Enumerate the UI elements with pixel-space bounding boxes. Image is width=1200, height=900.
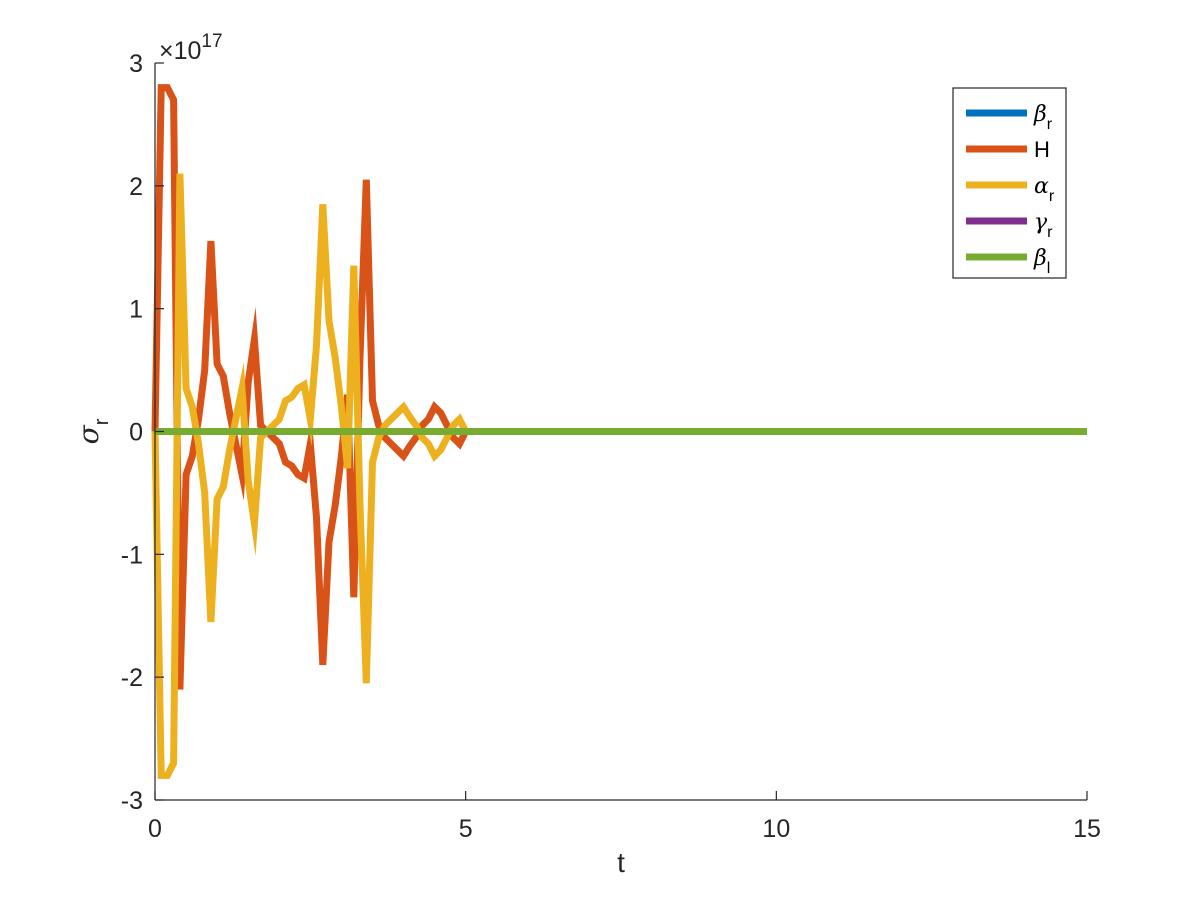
legend-label: γr	[1034, 210, 1053, 241]
plot-lines	[151, 84, 1087, 779]
x-tick-label: 5	[459, 815, 473, 843]
legend-label: H	[1034, 137, 1050, 162]
legend-label: αr	[1034, 174, 1055, 205]
ticks: 0 5 10 15 -3 -2 -1 0 1 2 3	[121, 50, 1101, 843]
y-tick-label: -2	[121, 664, 143, 692]
legend-label: βl	[1033, 246, 1050, 277]
legend[interactable]: βr Hαr γr βl	[952, 87, 1067, 279]
x-tick-label: 0	[148, 815, 162, 843]
x-tick-label: 15	[1073, 815, 1101, 843]
series-line-1	[151, 84, 469, 690]
y-exponent-label: ×1017	[159, 31, 223, 65]
y-tick-label: -3	[121, 787, 143, 815]
y-tick-label: 1	[129, 296, 143, 324]
legend-label: βr	[1033, 102, 1053, 133]
y-tick-label: 2	[129, 173, 143, 201]
y-axis-label: σr	[72, 418, 113, 444]
y-tick-label: -1	[121, 541, 143, 569]
y-exponent-text: ×1017	[159, 31, 223, 65]
axis-labels: t σr	[72, 418, 625, 878]
series-line-2	[151, 173, 469, 779]
x-axis-label: t	[617, 847, 625, 878]
x-tick-label: 10	[762, 815, 790, 843]
y-tick-label: 0	[129, 419, 143, 447]
y-tick-label: 3	[129, 50, 143, 78]
svg-text:σr: σr	[72, 418, 113, 444]
